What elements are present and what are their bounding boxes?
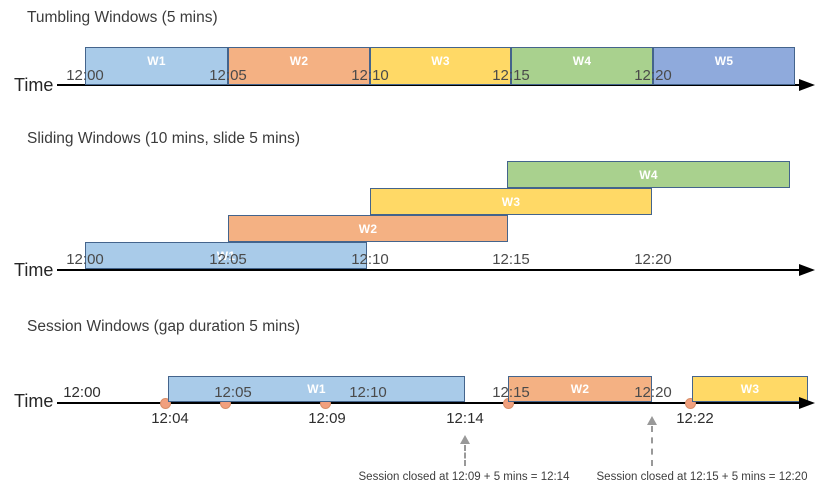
sliding-window-w2-label: W2 xyxy=(358,221,378,236)
tumbling-window-w1-label: W1 xyxy=(147,54,166,68)
session-event-label-1204: 12:04 xyxy=(151,410,189,427)
sliding-tick-1220: 12:20 xyxy=(634,251,672,268)
session-closed-annotation-2: Session closed at 12:15 + 5 mins = 12:20 xyxy=(596,471,808,483)
session-window-w2-label: W2 xyxy=(570,382,590,396)
tumbling-window-w4: W4 xyxy=(511,47,653,85)
session-event-label-1222: 12:22 xyxy=(676,410,714,427)
session-title: Session Windows (gap duration 5 mins) xyxy=(27,318,301,335)
event-dot-icon xyxy=(685,398,696,409)
tumbling-window-w1: W1 xyxy=(85,47,228,85)
tumbling-title: Tumbling Windows (5 mins) xyxy=(27,9,218,26)
sliding-window-w4-label: W4 xyxy=(639,167,658,182)
tumbling-window-w5: W5 xyxy=(653,47,795,85)
annotation-arrow-stem xyxy=(464,445,466,466)
session-tick-1220: 12:20 xyxy=(634,384,672,401)
tumbling-axis-arrowhead-icon xyxy=(799,79,815,91)
tumbling-window-w4-label: W4 xyxy=(572,54,592,68)
sliding-window-w3-label: W3 xyxy=(501,194,521,209)
annotation-arrow-up-icon xyxy=(647,416,657,425)
session-closed-annotation-1: Session closed at 12:09 + 5 mins = 12:14 xyxy=(358,471,570,483)
sliding-axis-arrowhead-icon xyxy=(799,264,815,276)
sliding-time-label: Time xyxy=(14,260,54,280)
tumbling-tick-1215: 12:15 xyxy=(492,67,530,84)
session-tick-1210: 12:10 xyxy=(349,384,387,401)
tumbling-window-w2-label: W2 xyxy=(289,54,309,68)
tumbling-axis-line xyxy=(57,84,802,86)
tumbling-tick-1200: 12:00 xyxy=(66,67,104,84)
session-window-w3: W3 xyxy=(692,376,808,402)
sliding-tick-1215: 12:15 xyxy=(492,251,530,268)
session-window-w1-label: W1 xyxy=(307,382,326,396)
session-event-label-1214: 12:14 xyxy=(446,410,484,427)
tumbling-time-label: Time xyxy=(14,75,54,95)
annotation-arrow-up-icon xyxy=(460,435,470,444)
session-tick-1205: 12:05 xyxy=(214,384,252,401)
tumbling-window-w2: W2 xyxy=(228,47,370,85)
session-axis-line xyxy=(57,402,802,404)
sliding-window-w3: W3 xyxy=(370,188,652,215)
sliding-tick-1200: 12:00 xyxy=(66,251,104,268)
annotation-arrow-stem xyxy=(651,426,653,466)
sliding-axis-line xyxy=(57,269,802,271)
sliding-window-w1: W1 xyxy=(85,242,367,269)
session-axis-arrowhead-icon xyxy=(799,397,815,409)
session-event-label-1209: 12:09 xyxy=(308,410,346,427)
tumbling-tick-1205: 12:05 xyxy=(209,67,247,84)
session-tick-1200: 12:00 xyxy=(63,384,101,401)
session-window-w2: W2 xyxy=(508,376,652,402)
session-window-w3-label: W3 xyxy=(740,382,760,396)
session-time-label: Time xyxy=(14,391,54,411)
session-window-w1: W1 xyxy=(168,376,465,402)
tumbling-tick-1220: 12:20 xyxy=(634,67,672,84)
sliding-window-w1-label: W1 xyxy=(216,248,236,263)
event-dot-icon xyxy=(160,398,171,409)
sliding-title: Sliding Windows (10 mins, slide 5 mins) xyxy=(27,130,301,147)
session-tick-1215: 12:15 xyxy=(492,384,530,401)
tumbling-window-w3: W3 xyxy=(370,47,511,85)
tumbling-tick-1210: 12:10 xyxy=(351,67,389,84)
sliding-window-w4: W4 xyxy=(507,161,790,188)
sliding-window-w2: W2 xyxy=(228,215,508,242)
sliding-tick-1210: 12:10 xyxy=(351,251,389,268)
sliding-tick-1205: 12:05 xyxy=(209,251,247,268)
tumbling-window-w5-label: W5 xyxy=(714,54,734,68)
tumbling-window-w3-label: W3 xyxy=(431,54,450,68)
